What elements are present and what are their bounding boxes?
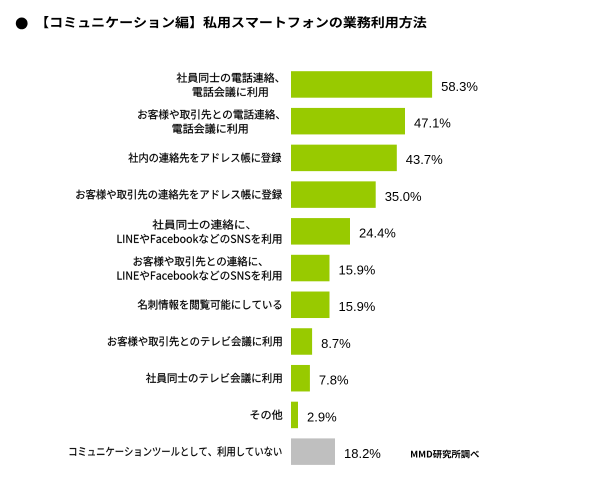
svg-text:43.7%: 43.7%: [406, 152, 443, 167]
svg-text:2.9%: 2.9%: [307, 409, 337, 424]
svg-text:24.4%: 24.4%: [359, 226, 396, 241]
svg-text:15.9%: 15.9%: [339, 299, 376, 314]
svg-text:47.1%: 47.1%: [414, 116, 451, 131]
svg-text:15.9%: 15.9%: [339, 262, 376, 277]
svg-text:7.8%: 7.8%: [319, 373, 349, 388]
svg-text:58.3%: 58.3%: [441, 79, 478, 94]
svg-text:18.2%: 18.2%: [344, 446, 381, 461]
svg-text:35.0%: 35.0%: [385, 189, 422, 204]
svg-text:8.7%: 8.7%: [321, 336, 351, 351]
